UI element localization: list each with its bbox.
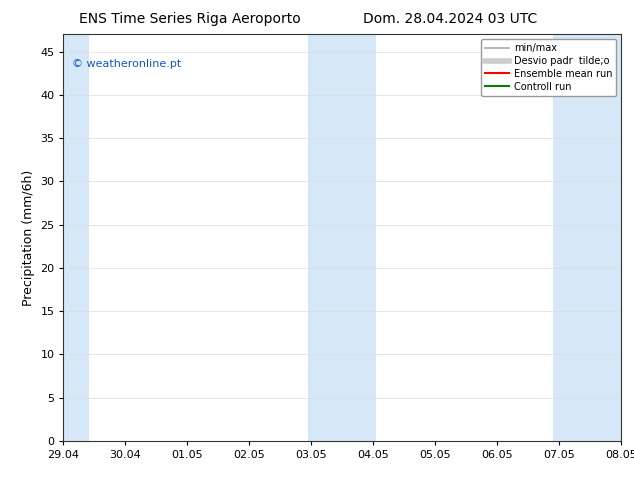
Legend: min/max, Desvio padr  tilde;o, Ensemble mean run, Controll run: min/max, Desvio padr tilde;o, Ensemble m… (481, 39, 616, 96)
Text: ENS Time Series Riga Aeroporto: ENS Time Series Riga Aeroporto (79, 12, 301, 26)
Y-axis label: Precipitation (mm/6h): Precipitation (mm/6h) (22, 170, 35, 306)
Text: © weatheronline.pt: © weatheronline.pt (72, 59, 181, 69)
Bar (553, 34, 624, 441)
Text: Dom. 28.04.2024 03 UTC: Dom. 28.04.2024 03 UTC (363, 12, 537, 26)
Bar (308, 34, 377, 441)
Bar (60, 34, 89, 441)
